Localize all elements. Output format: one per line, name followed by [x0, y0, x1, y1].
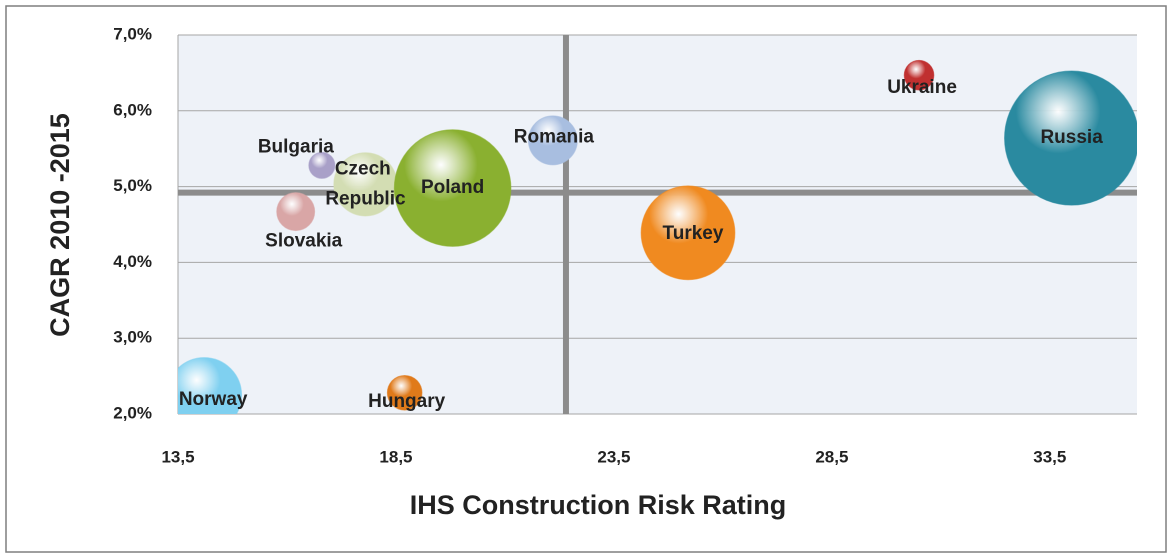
bubbles [178, 59, 1137, 414]
bubble-label: Hungary [368, 391, 446, 412]
bubble-label: Romania [514, 126, 595, 147]
bubble [527, 115, 578, 166]
bubble-label: Turkey [663, 223, 724, 244]
bubble-label: Russia [1040, 127, 1103, 148]
x-axis-title: IHS Construction Risk Rating [410, 490, 787, 520]
y-tick-label: 2,0% [113, 403, 152, 422]
bubble [386, 374, 423, 411]
y-tick-label: 5,0% [113, 176, 152, 195]
bubble [393, 129, 512, 247]
y-axis-title: CAGR 2010 -2015 [45, 113, 75, 337]
y-tick-label: 7,0% [113, 24, 152, 43]
x-tick-label: 18,5 [379, 447, 412, 466]
y-tick-label: 6,0% [113, 100, 152, 119]
x-tick-label: 23,5 [597, 447, 630, 466]
x-tick-label: 13,5 [161, 447, 194, 466]
bubble-label: Ukraine [887, 77, 957, 98]
bubble-label: Bulgaria [258, 136, 334, 157]
bubble [178, 357, 243, 414]
bubble [308, 151, 336, 179]
bubble [1004, 70, 1137, 206]
bubble [903, 59, 935, 91]
bubble-label: Norway [179, 389, 248, 410]
bubble-label: Poland [421, 177, 484, 198]
bubble-label: Czech Republic [325, 158, 406, 209]
y-tick-label: 4,0% [113, 252, 152, 271]
x-tick-label: 28,5 [815, 447, 848, 466]
bubble [276, 192, 316, 232]
bubble [640, 185, 736, 281]
x-tick-label: 33,5 [1033, 447, 1066, 466]
bubble-label: Slovakia [265, 231, 343, 252]
y-tick-label: 3,0% [113, 328, 152, 347]
